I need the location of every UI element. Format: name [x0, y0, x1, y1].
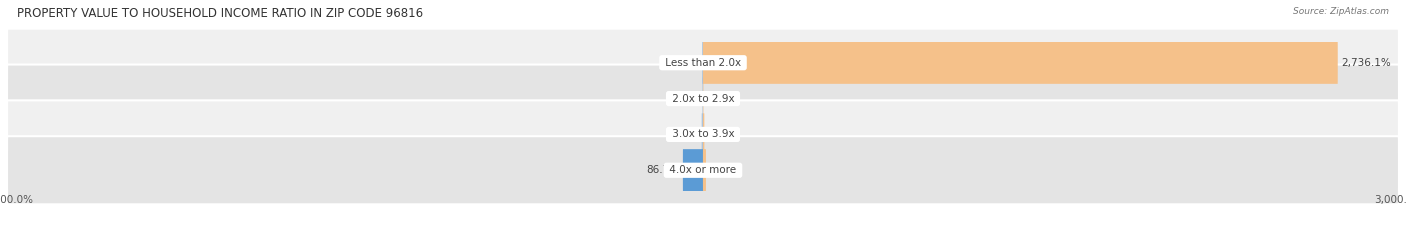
Text: 2.4%: 2.4%: [672, 94, 699, 104]
Text: PROPERTY VALUE TO HOUSEHOLD INCOME RATIO IN ZIP CODE 96816: PROPERTY VALUE TO HOUSEHOLD INCOME RATIO…: [17, 7, 423, 20]
Text: 4.0x or more: 4.0x or more: [666, 165, 740, 175]
Text: 3.0x to 3.9x: 3.0x to 3.9x: [669, 129, 737, 139]
Text: 2.0x to 2.9x: 2.0x to 2.9x: [669, 94, 737, 104]
Text: 1.7%: 1.7%: [707, 94, 734, 104]
FancyBboxPatch shape: [703, 113, 704, 156]
Text: 3.6%: 3.6%: [672, 58, 699, 68]
Text: 12.8%: 12.8%: [710, 165, 742, 175]
FancyBboxPatch shape: [7, 65, 1399, 133]
Text: 5.7%: 5.7%: [672, 129, 699, 139]
Text: 5.8%: 5.8%: [707, 129, 734, 139]
FancyBboxPatch shape: [7, 29, 1399, 97]
Text: 2,736.1%: 2,736.1%: [1341, 58, 1391, 68]
Text: 86.7%: 86.7%: [647, 165, 679, 175]
FancyBboxPatch shape: [703, 149, 706, 191]
Text: Less than 2.0x: Less than 2.0x: [662, 58, 744, 68]
Text: Source: ZipAtlas.com: Source: ZipAtlas.com: [1294, 7, 1389, 16]
FancyBboxPatch shape: [7, 136, 1399, 204]
FancyBboxPatch shape: [7, 100, 1399, 168]
FancyBboxPatch shape: [683, 149, 703, 191]
FancyBboxPatch shape: [703, 42, 1337, 84]
